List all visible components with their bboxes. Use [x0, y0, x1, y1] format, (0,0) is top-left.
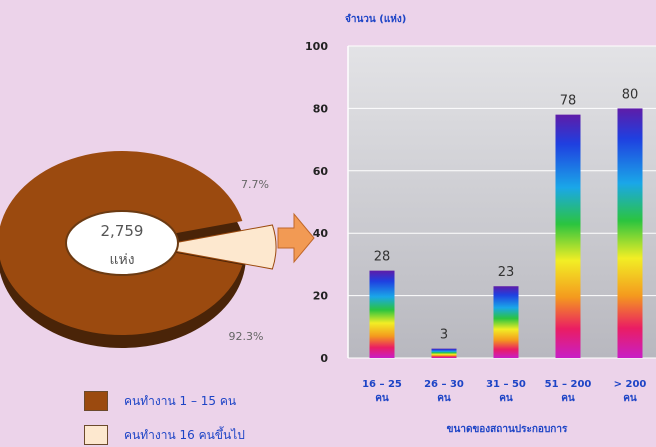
pie-center-value: 2,759 [101, 222, 144, 240]
x-axis-label: ขนาดของสถานประกอบการ [447, 423, 568, 435]
y-tick-label: 60 [313, 165, 329, 178]
legend-label-16-plus: คนทำงาน 16 คนขึ้นไป [124, 427, 245, 442]
legend-item-1-15: คนทำงาน 1 – 15 คน [84, 391, 236, 411]
pie-slice-small [151, 224, 277, 270]
bar-value-label: 3 [440, 328, 448, 343]
x-tick-label: > 200 [614, 379, 647, 390]
legend-item-16-plus: คนทำงาน 16 คนขึ้นไป [84, 425, 245, 445]
legend-swatch-cream [84, 425, 108, 445]
pie-center-unit: แห่ง [109, 252, 134, 268]
x-tick-label-unit: คน [499, 393, 513, 404]
x-tick-labels: 16 – 25 คน 26 – 30 คน 31 – 50 คน 51 – 200 คน > 2… [362, 379, 646, 404]
bar-value-label: 80 [622, 87, 639, 102]
bar [369, 270, 395, 358]
bar [431, 348, 457, 358]
x-tick-label: 16 – 25 [362, 379, 402, 390]
bar [555, 114, 581, 358]
bar-value-label: 28 [374, 250, 391, 265]
x-tick-label: 26 – 30 [424, 379, 464, 390]
y-tick-label: 80 [313, 102, 329, 115]
bar-value-label: 23 [498, 265, 515, 280]
x-tick-label: 51 – 200 [545, 379, 592, 390]
pie-center-hole [65, 210, 179, 276]
bar [617, 108, 643, 359]
pie-percent-main: 92.3% [229, 330, 264, 343]
legend-label-1-15: คนทำงาน 1 – 15 คน [124, 393, 237, 408]
arrow-icon [277, 212, 315, 264]
bar-value-label: 78 [560, 94, 577, 109]
y-tick-labels: 0 20 40 60 80 100 [305, 40, 328, 365]
x-tick-label-unit: คน [375, 393, 389, 404]
bar [493, 286, 519, 358]
x-tick-label: 31 – 50 [486, 379, 526, 390]
pie-percent-small: 7.7% [241, 178, 269, 191]
x-tick-label-unit: คน [437, 393, 451, 404]
bar-chart: จำนวน (แห่ง) 0 20 40 60 80 100 28 3 23 78 80 16 –… [305, 13, 656, 435]
y-tick-label: 0 [320, 352, 328, 365]
pie-chart: 2,759 แห่ง 7.7% 92.3% [0, 151, 277, 348]
y-axis-label: จำนวน (แห่ง) [345, 13, 406, 25]
bars [369, 108, 643, 359]
y-tick-label: 100 [305, 40, 328, 53]
legend-swatch-brown [84, 391, 108, 411]
y-tick-label: 40 [313, 227, 329, 240]
x-tick-label-unit: คน [561, 393, 575, 404]
x-tick-label-unit: คน [623, 393, 637, 404]
value-labels: 28 3 23 78 80 [374, 87, 639, 342]
y-tick-label: 20 [313, 290, 329, 303]
